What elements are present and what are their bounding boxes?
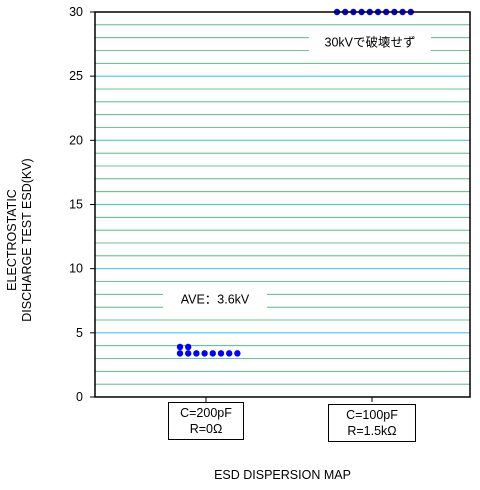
data-point [209,350,216,357]
category-label-200pf: C=200pF R=0Ω [168,402,244,440]
y-axis-label-line2: DISCHARGE TEST ESD(KV) [20,158,34,321]
data-point [176,350,184,357]
category-label-200pf-line1: C=200pF [180,406,232,420]
y-tick-label: 0 [76,390,83,404]
data-point [185,343,192,351]
data-point [201,350,208,357]
y-axis-label-line1: ELECTROSTATIC [5,189,19,291]
y-tick-label: 5 [76,326,83,340]
data-point [176,343,184,351]
annotation-no-breakdown: 30kVで破壊せず [325,35,416,50]
x-axis-label: ESD DISPERSION MAP [214,468,351,482]
y-tick-label: 25 [69,69,83,83]
plot-frame [94,11,471,398]
y-tick-label: 15 [69,198,83,212]
data-point [234,350,241,357]
category-label-100pf-line2: R=1.5kΩ [347,424,397,438]
annotation-average: AVE：3.6kV [181,292,250,306]
data-points [176,8,414,357]
y-axis-label: ELECTROSTATIC DISCHARGE TEST ESD(KV) [5,158,34,321]
grid-lines [95,24,470,385]
y-tick-labels: 0 5 10 15 20 25 30 [69,5,373,404]
data-point [193,350,200,357]
data-point [185,350,192,357]
category-label-100pf: C=100pF R=1.5kΩ [328,404,416,442]
data-point [217,350,225,357]
y-tick-label: 30 [69,5,83,19]
category-label-200pf-line2: R=0Ω [189,422,223,436]
y-tick-label: 20 [69,133,83,147]
y-tick-label: 10 [69,262,83,276]
annotation-no-breakdown-bg [309,34,431,52]
annotation-average-bg [163,291,267,309]
category-label-100pf-line1: C=100pF [346,408,398,422]
annotations: AVE：3.6kV 30kVで破壊せず [163,34,431,309]
data-point [226,350,233,357]
